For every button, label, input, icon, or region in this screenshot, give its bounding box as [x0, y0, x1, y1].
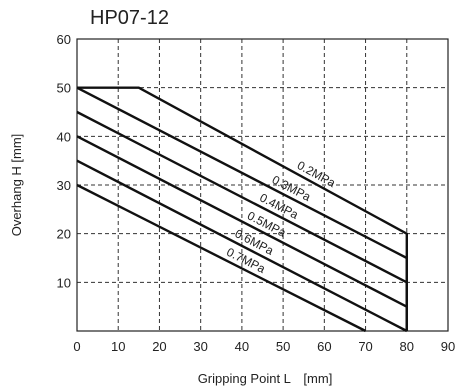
series-line-4	[76, 159, 408, 333]
y-tick-label: 50	[57, 81, 71, 96]
x-tick-label: 50	[276, 339, 290, 354]
x-tick-label: 90	[441, 339, 455, 354]
x-axis-label: Gripping Point L [mm]	[198, 371, 333, 386]
chart-title: HP07-12	[90, 7, 169, 29]
x-tick-label: 40	[235, 339, 249, 354]
x-tick-label: 0	[73, 339, 80, 354]
y-tick-label: 20	[57, 227, 71, 242]
series-line-3	[76, 135, 408, 331]
grid	[77, 39, 448, 331]
x-tick-label: 60	[317, 339, 331, 354]
x-tick-label: 10	[111, 339, 125, 354]
x-tick-label: 20	[152, 339, 166, 354]
x-tick-label: 70	[358, 339, 372, 354]
y-tick-label: 30	[57, 178, 71, 193]
series-line-5	[76, 183, 367, 333]
x-tick-label: 80	[400, 339, 414, 354]
x-tick-labels: 0 10 20 30 40 50 60 70 80 90	[73, 339, 455, 354]
y-tick-label: 10	[57, 275, 71, 290]
series-group	[76, 86, 408, 333]
y-axis-label: Overhang H [mm]	[9, 134, 24, 237]
y-tick-labels: 10 20 30 40 50 60	[57, 32, 71, 290]
y-tick-label: 60	[57, 32, 71, 47]
y-tick-label: 40	[57, 129, 71, 144]
x-tick-label: 30	[193, 339, 207, 354]
